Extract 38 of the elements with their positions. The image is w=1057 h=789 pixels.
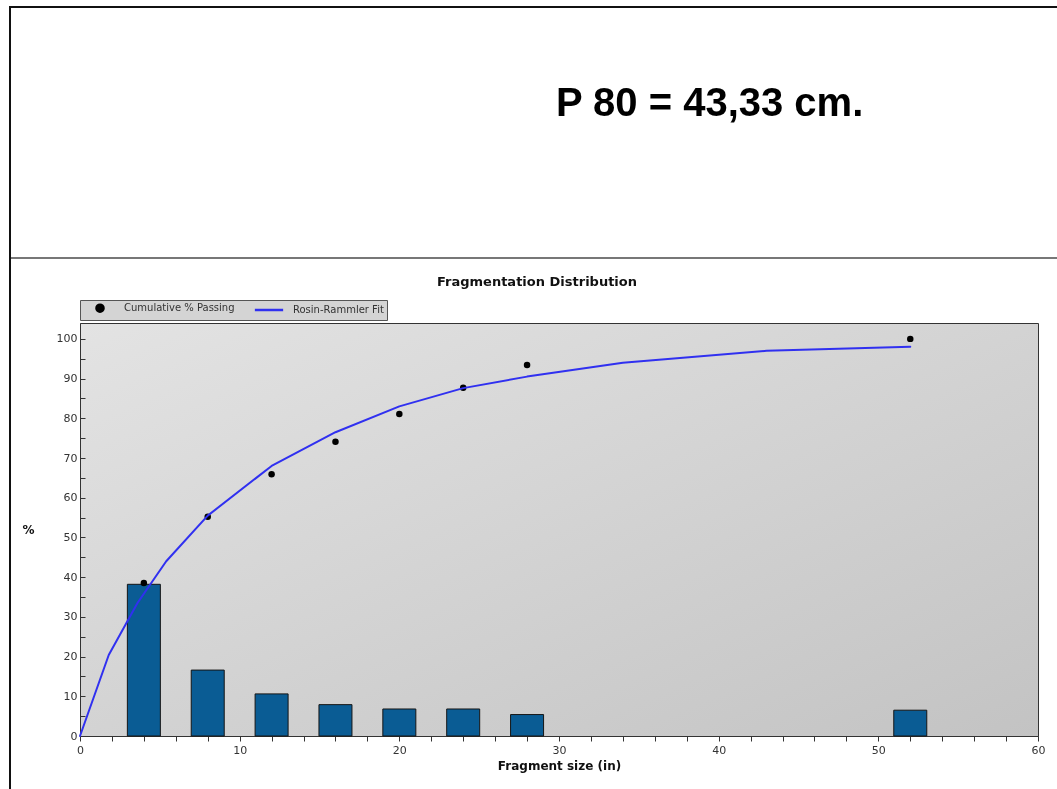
y-tick-label: 30: [63, 610, 78, 624]
x-tick-label: 30: [552, 743, 567, 757]
bar: [126, 583, 161, 737]
bar: [510, 714, 545, 737]
y-axis-title: %: [22, 523, 35, 537]
y-tick-label: 20: [63, 650, 78, 664]
y-tick-label: 70: [63, 451, 78, 465]
y-tick-label: 50: [63, 530, 78, 544]
x-tick-label: 60: [1031, 743, 1046, 757]
y-tick-label: 80: [63, 411, 78, 425]
bar: [318, 704, 353, 737]
point: [332, 438, 339, 445]
legend-label: Cumulative % Passing: [124, 302, 235, 314]
point: [523, 361, 531, 369]
x-tick-label: 50: [871, 743, 886, 757]
legend-label: Rosin-Rammler Fit: [293, 304, 384, 315]
text: P 80 = 43,33 cm.: [556, 80, 864, 125]
chart-title: Fragmentation Distribution: [436, 273, 638, 289]
point: [907, 335, 914, 343]
x-tick-label: 40: [712, 743, 727, 757]
x-tick-label: 20: [392, 743, 407, 757]
y-tick-label: 90: [63, 372, 78, 386]
point: [140, 579, 148, 587]
y-tick-label: 10: [63, 689, 78, 703]
y-tick-label: 60: [63, 491, 78, 505]
y-tick-label: 40: [63, 570, 78, 584]
bar: [190, 669, 225, 737]
bar: [382, 708, 417, 737]
point: [396, 410, 403, 418]
y-tick-label: 100: [56, 332, 78, 346]
bar: [893, 709, 928, 737]
bar: [254, 693, 289, 737]
point: [268, 471, 275, 478]
x-axis-title: Fragment size (in): [497, 758, 622, 773]
bar: [446, 708, 481, 737]
y-tick-label: 0: [70, 729, 78, 743]
line-series: [79, 345, 912, 737]
x-tick-label: 10: [233, 743, 248, 757]
